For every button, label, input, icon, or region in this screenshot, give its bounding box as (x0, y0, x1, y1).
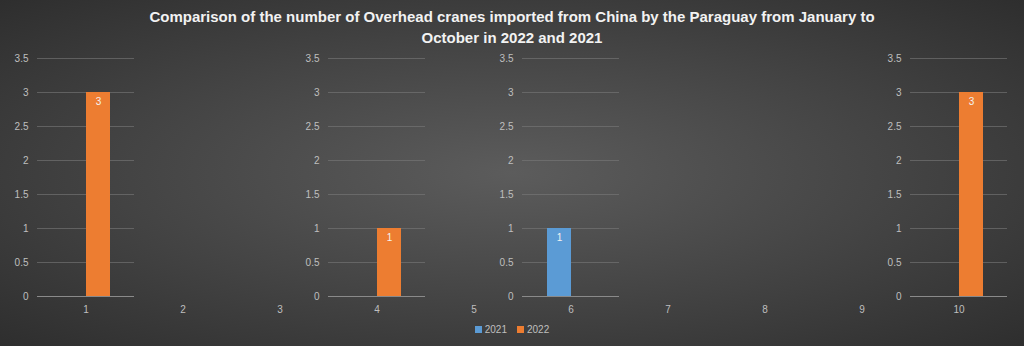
svg-text:10: 10 (953, 304, 965, 315)
svg-text:3: 3 (969, 96, 975, 107)
svg-text:3.5: 3.5 (888, 53, 902, 64)
svg-text:0.5: 0.5 (888, 257, 902, 268)
svg-text:6: 6 (568, 304, 574, 315)
svg-text:1: 1 (387, 232, 393, 243)
svg-text:1.5: 1.5 (888, 189, 902, 200)
html-text:2021: 2021 (484, 323, 507, 335)
svg-text:1.5: 1.5 (500, 189, 514, 200)
svg-text:0.5: 0.5 (500, 257, 514, 268)
svg-text:2.5: 2.5 (15, 121, 29, 132)
svg-text:1.5: 1.5 (15, 189, 29, 200)
svg-text:9: 9 (859, 304, 865, 315)
svg-text:4: 4 (374, 304, 380, 315)
svg-text:1: 1 (314, 223, 320, 234)
html-text:Comparison of the number of Ov: Comparison of the number of Overhead cra… (149, 8, 875, 46)
svg-text:3.5: 3.5 (306, 53, 320, 64)
svg-text:7: 7 (665, 304, 671, 315)
svg-text:3.5: 3.5 (15, 53, 29, 64)
svg-text:2: 2 (23, 155, 29, 166)
svg-text:2: 2 (508, 155, 514, 166)
svg-text:1: 1 (557, 232, 563, 243)
svg-text:2: 2 (314, 155, 320, 166)
svg-text:3: 3 (314, 87, 320, 98)
svg-text:1: 1 (83, 304, 89, 315)
svg-text:3: 3 (896, 87, 902, 98)
svg-text:3: 3 (96, 96, 102, 107)
svg-text:0: 0 (896, 291, 902, 302)
svg-text:0.5: 0.5 (306, 257, 320, 268)
svg-text:1: 1 (23, 223, 29, 234)
svg-text:0: 0 (23, 291, 29, 302)
html-text:2022: 2022 (527, 323, 550, 335)
svg-text:2.5: 2.5 (888, 121, 902, 132)
svg-text:1: 1 (508, 223, 514, 234)
svg-text:1.5: 1.5 (306, 189, 320, 200)
svg-text:8: 8 (762, 304, 768, 315)
svg-text:3: 3 (23, 87, 29, 98)
svg-text:1: 1 (896, 223, 902, 234)
svg-text:3.5: 3.5 (500, 53, 514, 64)
svg-text:0.5: 0.5 (15, 257, 29, 268)
svg-text:2: 2 (896, 155, 902, 166)
svg-text:5: 5 (471, 304, 477, 315)
svg-text:3: 3 (508, 87, 514, 98)
svg-text:0: 0 (508, 291, 514, 302)
svg-text:2: 2 (180, 304, 186, 315)
svg-text:2.5: 2.5 (500, 121, 514, 132)
svg-text:2.5: 2.5 (306, 121, 320, 132)
svg-text:0: 0 (314, 291, 320, 302)
svg-text:3: 3 (277, 304, 283, 315)
